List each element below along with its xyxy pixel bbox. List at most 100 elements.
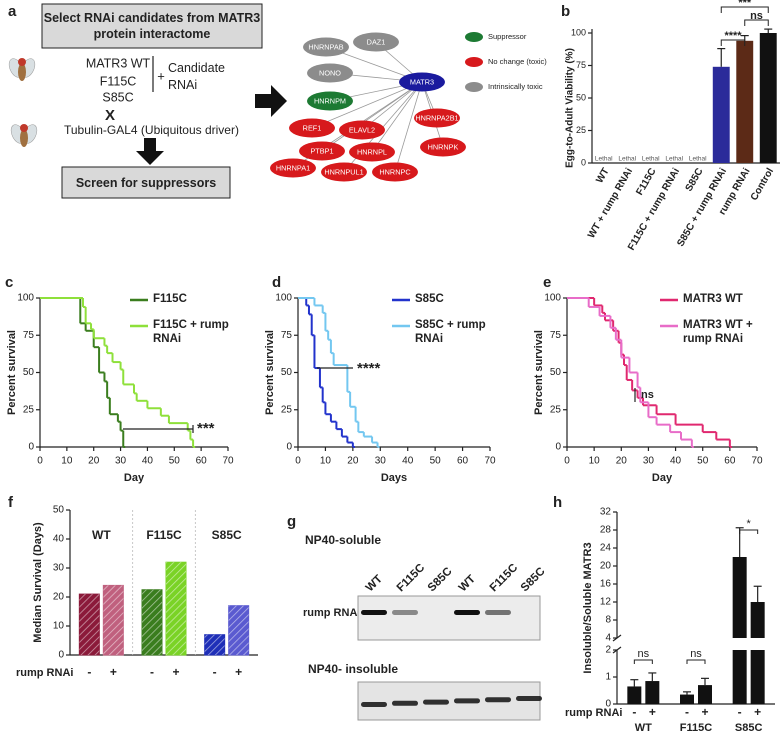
significance-bracket — [686, 659, 706, 664]
network-node — [420, 137, 466, 157]
network-node — [414, 108, 460, 128]
driver-text: Tubulin-GAL4 (Ubiquitous driver) — [64, 123, 239, 137]
bar-hatch — [142, 589, 162, 655]
genotype: S85C — [102, 90, 133, 104]
bar-hatch — [204, 634, 225, 655]
plus-sign: + — [157, 68, 165, 83]
blot-insoluble — [357, 681, 541, 721]
y-tick-label: 12 — [600, 597, 612, 608]
panel-label: d — [272, 274, 281, 291]
row-value: - — [213, 665, 217, 679]
lane-label: WT — [364, 573, 385, 594]
significance-bracket — [633, 659, 653, 664]
x-tick-label: 10 — [320, 456, 332, 467]
lane-label: F115C — [488, 562, 520, 594]
row-value: - — [150, 665, 154, 679]
legend-label: MATR3 WT + rump RNAi — [683, 319, 753, 345]
x-tick-label: 50 — [430, 456, 442, 467]
fly-head — [18, 58, 26, 66]
bar — [627, 686, 642, 704]
x-tick-label: 30 — [375, 456, 387, 467]
y-tick-label: 100 — [571, 27, 586, 37]
significance-label: ns — [638, 648, 650, 660]
blot-band — [516, 696, 542, 701]
x-tick-label: Control — [749, 166, 776, 202]
x-tick-label: WT — [635, 722, 652, 734]
y-tick-label: 25 — [576, 125, 586, 135]
node-label: HNRNPA1 — [276, 163, 310, 172]
x-tick-label: 10 — [61, 456, 73, 467]
x-tick-label: WT — [594, 166, 611, 185]
legend-label-box: F115C — [153, 293, 187, 305]
right-arrow — [255, 85, 287, 117]
blot-band — [454, 698, 480, 704]
screen-text: Screen for suppressors — [75, 175, 217, 190]
y-tick-label: 20 — [53, 592, 65, 603]
y-tick-label: 50 — [550, 367, 562, 378]
node-label: HNRNPK — [428, 142, 459, 151]
y-axis-label: Percent survival — [264, 330, 276, 415]
blot-band — [485, 610, 511, 615]
x-tick-label: 50 — [697, 456, 709, 467]
y-tick-label: 1 — [605, 672, 611, 683]
row-value: - — [87, 665, 91, 679]
x-tick-label: 20 — [347, 456, 359, 467]
screen-box — [61, 166, 231, 199]
significance-bracket — [720, 39, 746, 46]
y-tick-label: 4 — [605, 633, 611, 644]
lane-label: F115C — [395, 562, 427, 594]
down-arrow — [136, 138, 164, 165]
y-tick-label: 50 — [281, 367, 293, 378]
y-tick-label: 75 — [550, 330, 562, 341]
significance-label: *** — [738, 0, 752, 9]
row-value: + — [235, 665, 242, 679]
x-axis-label: Days — [381, 472, 407, 484]
legend-label-box: S85C — [415, 293, 444, 305]
row-value: - — [632, 705, 636, 719]
legend-label-box: MATR3 WT + rump RNAi — [683, 319, 753, 345]
value-label: Lethal — [595, 156, 613, 163]
network-node — [303, 37, 349, 57]
network-node — [399, 72, 445, 92]
y-tick-label: 16 — [600, 579, 612, 590]
y-tick-label: 24 — [600, 543, 612, 554]
y-tick-label: 0 — [28, 442, 34, 453]
blot-title: NP40-soluble — [305, 533, 381, 547]
legend-label: MATR3 WT — [683, 293, 743, 305]
row-label: rump RNAi — [565, 707, 622, 719]
significance-label: **** — [724, 30, 742, 42]
x-tick-label: F115C — [680, 722, 712, 734]
network-node — [372, 162, 418, 182]
bar-hatch — [79, 594, 100, 655]
bar — [750, 650, 765, 704]
y-tick-label: 2 — [605, 645, 611, 656]
node-label: HNRNPM — [314, 96, 346, 105]
y-axis-label: Egg-to-Adult Viability (%) — [565, 48, 576, 168]
selection-text-box: Select RNAi candidates from MATR3 protei… — [43, 11, 261, 41]
y-tick-label: 25 — [23, 404, 35, 415]
bar — [750, 602, 765, 638]
genotype: MATR3 WT — [86, 56, 151, 70]
panel-label: a — [8, 3, 17, 20]
x-axis-label: Day — [652, 472, 673, 484]
network-node — [307, 63, 353, 83]
network-edge — [371, 81, 423, 153]
selection-text: Select RNAi candidates from MATR3 protei… — [43, 11, 261, 41]
network-node — [299, 141, 345, 161]
x-tick-label: 20 — [88, 456, 100, 467]
panel-label: e — [543, 274, 551, 291]
blot-title: NP40- insoluble — [308, 662, 398, 676]
legend-label: S85C + rump RNAi — [415, 319, 486, 345]
y-tick-label: 50 — [576, 92, 586, 102]
significance-label: * — [747, 518, 752, 530]
fly-icon — [8, 58, 36, 81]
x-tick-label: 0 — [37, 456, 43, 467]
bar — [645, 681, 660, 704]
y-tick-label: 100 — [275, 293, 292, 304]
network-node — [307, 91, 353, 111]
x-tick-label: 70 — [222, 456, 234, 467]
network-edge — [311, 81, 423, 129]
node-label: ELAVL2 — [349, 125, 375, 134]
value-label: Lethal — [689, 156, 707, 163]
x-tick-label: F115C — [634, 166, 658, 197]
